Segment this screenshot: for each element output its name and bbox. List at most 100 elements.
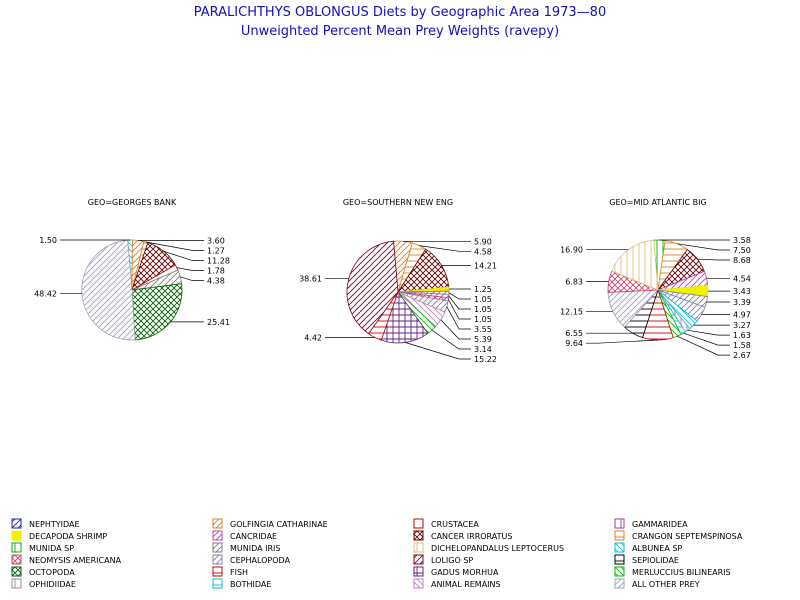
legend-item-nephtyidae: NEPHTYIDAE <box>11 518 80 529</box>
legend-swatch <box>413 566 424 577</box>
slice-value-label: 3.14 <box>474 345 492 354</box>
slice-value-label: 4.38 <box>207 276 225 285</box>
legend-swatch <box>614 518 625 529</box>
legend-item-sepiolidae: SEPIOLIDAE <box>614 554 679 565</box>
pie-slice-loligo-sp <box>346 240 399 335</box>
legend-item-decapoda-shrimp: DECAPODA SHRIMP <box>11 530 107 541</box>
legend-swatch <box>413 578 424 589</box>
slice-leader-line <box>431 329 471 350</box>
legend-item-munida-iris: MUNIDA IRIS <box>212 542 281 553</box>
legend-item-albunea-sp: ALBUNEA SP <box>614 542 682 553</box>
slice-leader-line <box>176 267 204 271</box>
legend-label: LOLIGO SP <box>431 556 473 565</box>
legend-item-merluccius-bilinearis: MERLUCCIUS BILINEARIS <box>614 566 731 577</box>
legend-item-cancridae: CANCRIDAE <box>212 530 277 541</box>
legend-label: CEPHALOPODA <box>230 556 291 565</box>
slice-value-label: 4.42 <box>304 333 322 342</box>
legend-label: DICHELOPANDALUS LEPTOCERUS <box>431 544 564 553</box>
slice-value-label: 9.64 <box>565 339 583 348</box>
slice-value-label: 1.27 <box>207 246 225 255</box>
legend-label: NEOMYSIS AMERICANA <box>29 556 122 565</box>
legend-swatch <box>212 518 223 529</box>
legend-label: BOTHIDAE <box>230 580 271 589</box>
legend-item-cancer-irroratus: CANCER IRRORATUS <box>413 530 512 541</box>
slice-leader-line <box>586 339 658 344</box>
slice-value-label: 1.78 <box>207 266 225 275</box>
legend-item-octopoda: OCTOPODA <box>11 566 75 577</box>
legend-swatch <box>413 518 424 529</box>
legend-swatch <box>11 566 22 577</box>
legend-item-bothidae: BOTHIDAE <box>212 578 271 589</box>
legend-label: ALBUNEA SP <box>632 544 682 553</box>
slice-value-label: 8.68 <box>733 256 751 265</box>
pie-slice-gadus-morhua <box>380 291 429 344</box>
slice-leader-line <box>405 342 471 360</box>
slice-value-label: 25.41 <box>207 318 230 327</box>
legend-label: CANCER IRRORATUS <box>431 532 512 541</box>
legend-swatch <box>212 542 223 553</box>
legend-label: GAMMARIDEA <box>632 520 688 529</box>
slice-value-label: 1.05 <box>474 315 492 324</box>
legend-label: OPHIDIIDAE <box>29 580 76 589</box>
legend-swatch <box>212 530 223 541</box>
legend-item-all-other-prey: ALL OTHER PREY <box>614 578 700 589</box>
slice-value-label: 2.67 <box>733 351 751 360</box>
legend-label: GOLFINGIA CATHARINAE <box>230 520 328 529</box>
legend-label: FISH <box>230 568 248 577</box>
slice-leader-line <box>448 299 471 320</box>
legend-item-munida-sp: MUNIDA SP <box>11 542 74 553</box>
legend-label: SEPIOLIDAE <box>632 556 679 565</box>
legend-item-fish: FISH <box>212 566 248 577</box>
slice-leader-line <box>419 245 471 252</box>
legend-swatch <box>413 542 424 553</box>
legend-label: MERLUCCIUS BILINEARIS <box>632 568 731 577</box>
slice-value-label: 16.90 <box>560 246 583 255</box>
legend-swatch <box>212 578 223 589</box>
legend-item-gadus-morhua: GADUS MORHUA <box>413 566 499 577</box>
chart-subtitle: Unweighted Percent Mean Prey Weights (ra… <box>240 24 560 39</box>
legend-swatch <box>614 542 625 553</box>
slice-leader-line <box>448 295 471 310</box>
pie-geo-southern-new-eng: GEO=SOUTHERN NEW ENG5.904.5814.211.251.0… <box>299 198 497 364</box>
slice-leader-line <box>687 329 730 336</box>
pie-geo-mid-atlantic-big: GEO=MID ATLANTIC BIG 3.587.508.68 4.54 3.43… <box>560 198 751 360</box>
legend-swatch <box>212 566 223 577</box>
slice-value-label: 15.22 <box>474 355 497 364</box>
slice-value-label: 4.54 <box>733 274 751 283</box>
legend-label: ALL OTHER PREY <box>632 580 700 589</box>
slice-leader-line <box>145 241 204 251</box>
slice-value-label: 3.39 <box>733 298 751 307</box>
legend-swatch <box>11 530 22 541</box>
legend-swatch <box>614 554 625 565</box>
slice-value-label: 7.50 <box>733 246 751 255</box>
slice-value-label: 14.21 <box>474 261 497 270</box>
slice-leader-line <box>448 292 471 300</box>
legend-label: DECAPODA SHRIMP <box>29 532 107 541</box>
legend-item-cephalopoda: CEPHALOPODA <box>212 554 291 565</box>
slice-value-label: 48.42 <box>34 290 57 299</box>
slice-leader-line <box>683 332 730 346</box>
legend-label: ANIMAL REMAINS <box>431 580 501 589</box>
slice-value-label: 3.27 <box>733 321 751 330</box>
legend-label: CRUSTACEA <box>431 520 479 529</box>
legend-swatch <box>413 530 424 541</box>
slice-value-label: 3.55 <box>474 325 492 334</box>
legend-item-ophidiidae: OPHIDIIDAE <box>11 578 76 589</box>
slice-leader-line <box>180 276 204 281</box>
slice-value-label: 4.97 <box>733 310 751 319</box>
legend-swatch <box>614 578 625 589</box>
legend-item-neomysis-americana: NEOMYSIS AMERICANA <box>11 554 122 565</box>
legend-label: GADUS MORHUA <box>431 568 499 577</box>
slice-value-label: 1.63 <box>733 331 751 340</box>
pie-slice-octopoda <box>131 283 183 341</box>
slice-value-label: 6.55 <box>565 329 583 338</box>
legend-label: OCTOPODA <box>29 568 75 577</box>
slice-value-label: 11.28 <box>207 256 230 265</box>
slice-value-label: 38.61 <box>299 275 322 284</box>
pie-title: GEO=MID ATLANTIC BIG <box>609 198 706 207</box>
slice-leader-line <box>676 243 730 251</box>
